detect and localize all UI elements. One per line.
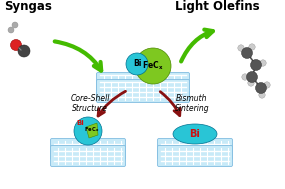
Circle shape [12,22,18,28]
Circle shape [241,47,253,59]
Circle shape [247,71,258,83]
Text: Bi: Bi [190,129,200,139]
Circle shape [260,60,266,66]
FancyBboxPatch shape [50,146,125,167]
Circle shape [18,45,30,57]
Circle shape [251,60,262,70]
Circle shape [11,40,21,50]
Text: Light Olefins: Light Olefins [175,0,260,13]
FancyBboxPatch shape [158,139,233,160]
Circle shape [255,83,266,94]
Circle shape [74,117,102,145]
Circle shape [8,27,14,33]
Circle shape [135,48,171,84]
Polygon shape [86,123,98,138]
FancyBboxPatch shape [158,146,233,167]
Text: Core-Shell
Structure: Core-Shell Structure [70,94,110,113]
Circle shape [238,45,244,51]
Circle shape [126,53,148,75]
Circle shape [248,80,254,86]
Circle shape [264,82,270,88]
Circle shape [249,44,255,50]
Text: $\mathbf{FeC_x}$: $\mathbf{FeC_x}$ [84,125,100,134]
Text: Bi: Bi [76,120,84,126]
FancyBboxPatch shape [50,139,125,160]
Text: Bi: Bi [133,60,141,68]
Text: Syngas: Syngas [4,0,52,13]
Text: $\mathbf{FeC_x}$: $\mathbf{FeC_x}$ [142,60,164,72]
FancyBboxPatch shape [97,80,190,102]
Ellipse shape [173,124,217,144]
Circle shape [242,74,248,80]
Text: Bismuth
Sintering: Bismuth Sintering [175,94,209,113]
Circle shape [259,92,265,98]
FancyBboxPatch shape [97,73,190,95]
